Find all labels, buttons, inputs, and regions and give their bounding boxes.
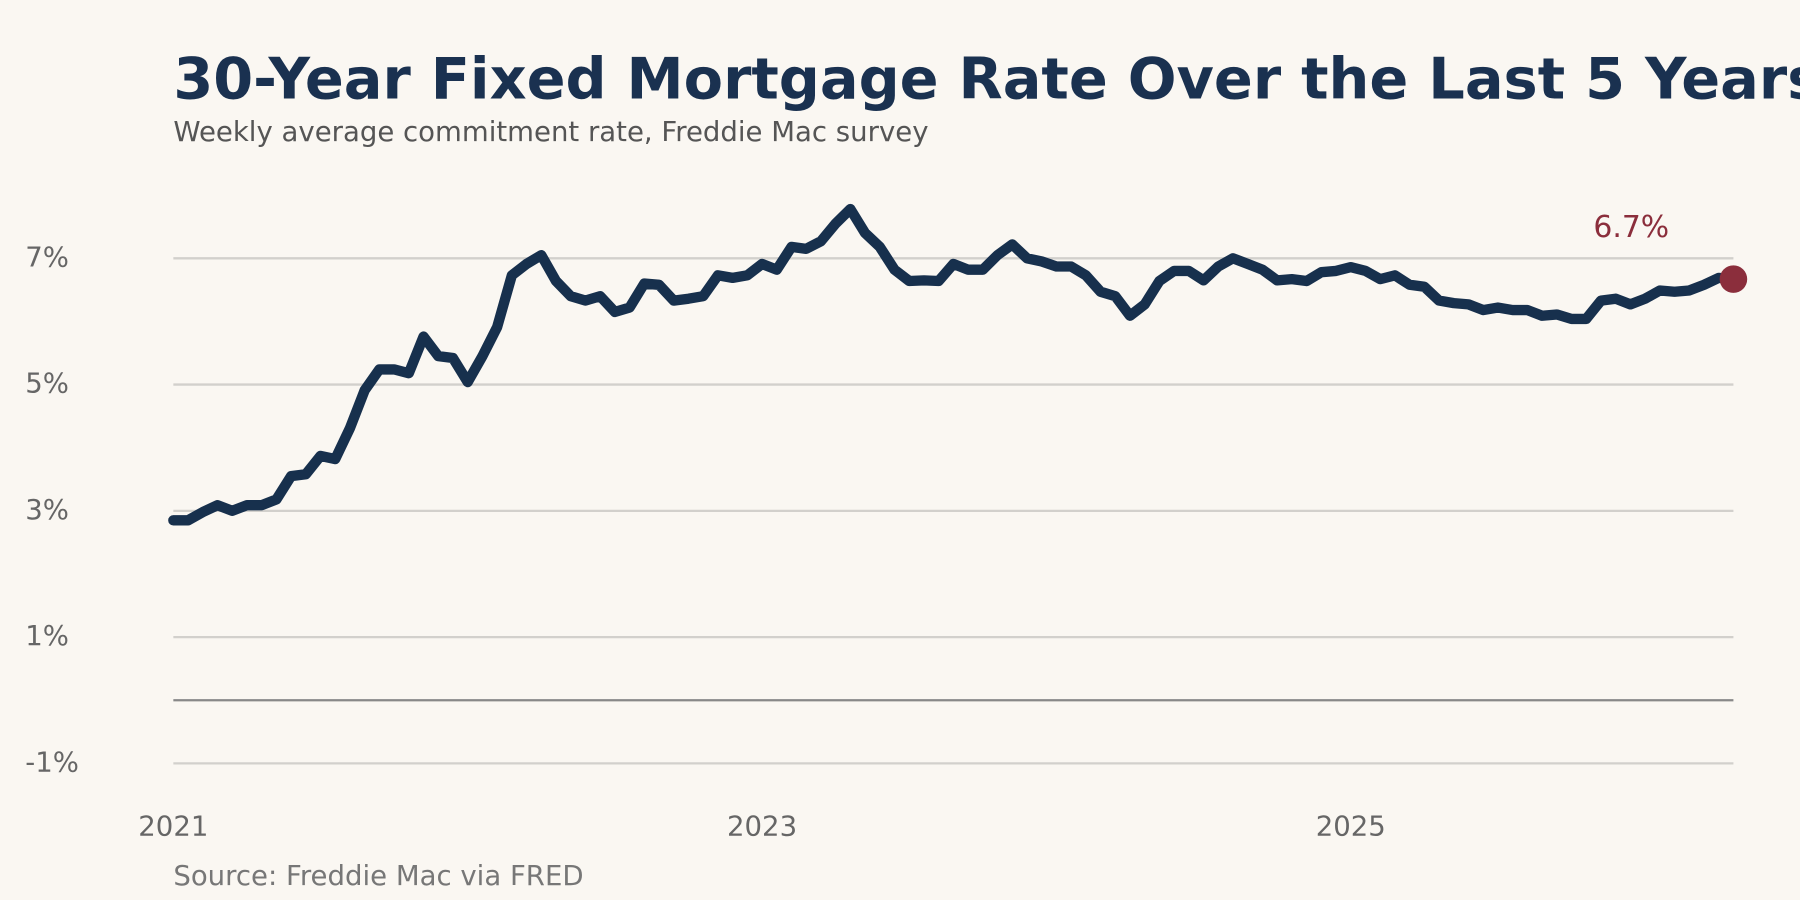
chart-title: 30-Year Fixed Mortgage Rate Over the Las…	[173, 45, 1800, 112]
chart-subtitle: Weekly average commitment rate, Freddie …	[173, 116, 928, 148]
y-tick-label: 1%	[25, 620, 69, 652]
y-tick-label: 3%	[25, 494, 69, 526]
y-tick-label: -1%	[25, 746, 79, 778]
last-value-label: 6.7%	[1593, 210, 1669, 245]
y-tick-label: 5%	[25, 368, 69, 400]
source-note: Source: Freddie Mac via FRED	[173, 860, 583, 892]
x-tick-label: 2023	[727, 811, 797, 843]
last-point	[1719, 265, 1748, 293]
y-tick-label: 7%	[25, 241, 69, 273]
rate-line	[168, 203, 1739, 526]
x-tick-label: 2021	[138, 811, 208, 843]
x-tick-label: 2025	[1316, 811, 1386, 843]
